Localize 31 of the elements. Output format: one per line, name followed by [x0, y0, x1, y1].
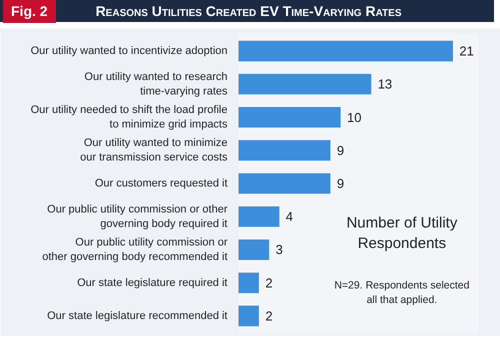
bar	[238, 239, 270, 260]
data-label: 21	[459, 44, 474, 59]
data-label: 9	[336, 176, 344, 191]
text: Fig. 2	[3, 0, 56, 23]
y-tick-label: Our customers requested it	[94, 178, 228, 190]
y-tick-label: Our utility wanted to research time-varying rates	[84, 70, 228, 98]
bar	[238, 107, 341, 128]
data-label: 9	[336, 142, 344, 158]
data-label: 2	[265, 308, 273, 324]
y-tick-label: Our public utility commission or other governing body recommended it	[42, 236, 228, 263]
bar	[238, 40, 453, 62]
y-tick-label: Our utility needed to shift the load profile to minimize grid impacts	[30, 104, 228, 130]
bar	[238, 206, 280, 227]
y-tick-label: Our utility wanted to minimize our transmission service costs	[80, 137, 228, 164]
data-label: 10	[347, 110, 362, 125]
y-tick-label: Our state legislature required it	[77, 276, 228, 289]
y-tick-label: Our utility wanted to incentivize adoption	[30, 45, 228, 58]
data-label: 2	[265, 275, 273, 290]
data-label: 13	[378, 76, 392, 92]
bar	[238, 74, 372, 94]
chart-title: Reasons Utilities Created EV Time-Varying Rates	[96, 2, 402, 21]
data-label: 3	[276, 242, 283, 258]
bar	[238, 306, 259, 326]
bar	[238, 272, 259, 294]
bar	[238, 173, 330, 194]
data-label: 4	[286, 209, 294, 224]
y-tick-label: Our state legislature recommended it	[47, 310, 228, 322]
y-tick-label: Our public utility commission or other governing body required it	[47, 203, 228, 230]
annotation: N=29. Respondents selected all that applied.	[334, 280, 470, 306]
bar	[238, 140, 330, 161]
annotation: Number of Utility Respondents	[346, 214, 458, 252]
